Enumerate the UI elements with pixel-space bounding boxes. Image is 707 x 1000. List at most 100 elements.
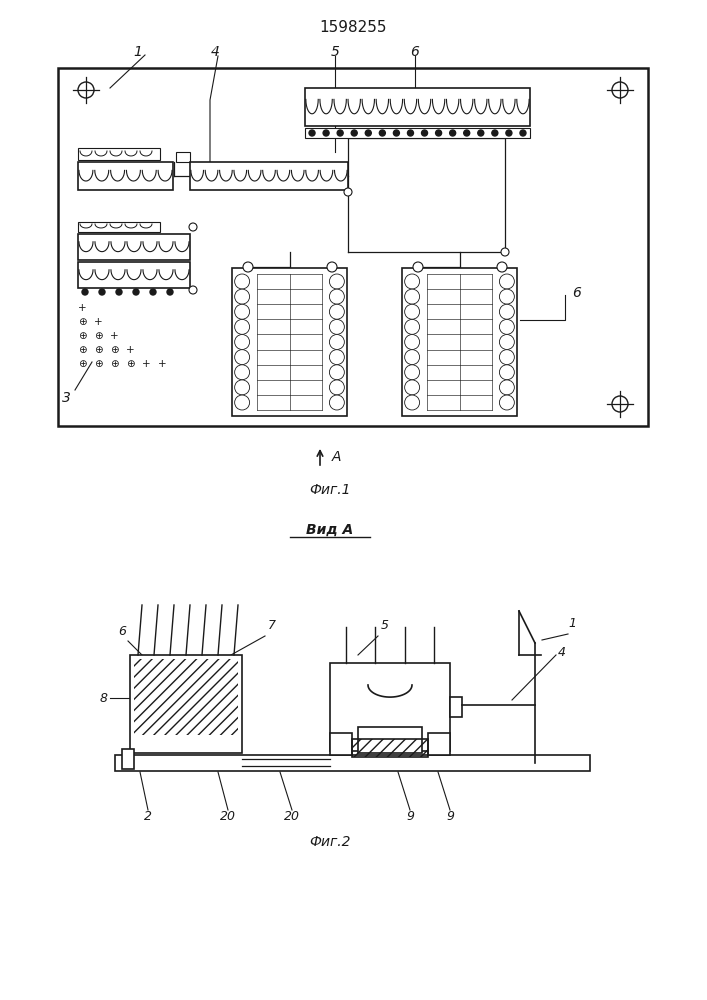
Circle shape xyxy=(235,304,250,319)
Text: 8: 8 xyxy=(100,692,108,704)
Text: Фиг.2: Фиг.2 xyxy=(309,835,351,849)
Circle shape xyxy=(323,130,329,136)
Circle shape xyxy=(235,365,250,380)
Circle shape xyxy=(344,188,352,196)
Text: 1: 1 xyxy=(134,45,142,59)
Bar xyxy=(190,162,348,190)
Text: +: + xyxy=(141,359,151,369)
Bar xyxy=(330,733,352,755)
Text: 5: 5 xyxy=(331,45,339,59)
Circle shape xyxy=(329,319,344,334)
Text: 1598255: 1598255 xyxy=(320,20,387,35)
Circle shape xyxy=(612,82,628,98)
Text: 6: 6 xyxy=(572,286,581,300)
Circle shape xyxy=(520,130,526,136)
Bar xyxy=(352,739,428,757)
Text: А: А xyxy=(332,450,341,464)
Circle shape xyxy=(167,289,173,295)
Text: ⊕: ⊕ xyxy=(78,345,86,355)
Text: 20: 20 xyxy=(220,810,236,823)
Circle shape xyxy=(366,130,371,136)
Circle shape xyxy=(499,335,515,349)
Text: +: + xyxy=(126,345,134,355)
Circle shape xyxy=(235,335,250,349)
Circle shape xyxy=(499,365,515,380)
Circle shape xyxy=(329,395,344,410)
Text: +: + xyxy=(110,331,118,341)
Circle shape xyxy=(329,274,344,289)
Bar xyxy=(130,655,242,753)
Circle shape xyxy=(329,335,344,349)
Text: +: + xyxy=(158,359,166,369)
Circle shape xyxy=(499,274,515,289)
Text: Фиг.1: Фиг.1 xyxy=(309,483,351,497)
Text: 4: 4 xyxy=(211,45,219,59)
Text: 9: 9 xyxy=(446,810,454,823)
Bar xyxy=(58,68,648,426)
Text: ⊕: ⊕ xyxy=(78,317,86,327)
Circle shape xyxy=(499,289,515,304)
Bar xyxy=(305,128,530,138)
Circle shape xyxy=(464,130,469,136)
Circle shape xyxy=(404,365,419,380)
Text: 4: 4 xyxy=(558,646,566,658)
Text: ⊕: ⊕ xyxy=(110,359,118,369)
Circle shape xyxy=(404,380,419,395)
Circle shape xyxy=(478,130,484,136)
Text: +: + xyxy=(78,303,86,313)
Bar xyxy=(450,697,462,717)
Circle shape xyxy=(380,130,385,136)
Circle shape xyxy=(309,130,315,136)
Bar xyxy=(402,268,517,416)
Text: ⊕: ⊕ xyxy=(126,359,134,369)
Bar xyxy=(134,659,238,735)
Circle shape xyxy=(235,274,250,289)
Circle shape xyxy=(450,130,455,136)
Text: 20: 20 xyxy=(284,810,300,823)
Text: +: + xyxy=(94,317,103,327)
Text: ⊕: ⊕ xyxy=(78,331,86,341)
Text: 3: 3 xyxy=(62,391,71,405)
Circle shape xyxy=(499,380,515,395)
Circle shape xyxy=(404,274,419,289)
Text: ⊕: ⊕ xyxy=(110,345,118,355)
Bar xyxy=(358,727,422,753)
Circle shape xyxy=(407,130,414,136)
Circle shape xyxy=(235,350,250,365)
Bar xyxy=(78,222,160,232)
Circle shape xyxy=(506,130,512,136)
Circle shape xyxy=(243,262,253,272)
Text: 7: 7 xyxy=(268,619,276,632)
Text: 6: 6 xyxy=(411,45,419,59)
Circle shape xyxy=(329,365,344,380)
Text: 1: 1 xyxy=(568,617,576,630)
Bar xyxy=(78,234,190,260)
Circle shape xyxy=(351,130,357,136)
Circle shape xyxy=(612,396,628,412)
Circle shape xyxy=(78,82,94,98)
Circle shape xyxy=(329,289,344,304)
Circle shape xyxy=(404,350,419,365)
Circle shape xyxy=(329,380,344,395)
Circle shape xyxy=(327,262,337,272)
Bar xyxy=(122,749,134,769)
Bar xyxy=(176,152,190,162)
Circle shape xyxy=(413,262,423,272)
Circle shape xyxy=(235,395,250,410)
Circle shape xyxy=(235,319,250,334)
Bar xyxy=(78,148,160,160)
Circle shape xyxy=(189,223,197,231)
Circle shape xyxy=(404,304,419,319)
Circle shape xyxy=(235,289,250,304)
Circle shape xyxy=(492,130,498,136)
Text: 6: 6 xyxy=(118,625,126,638)
Circle shape xyxy=(99,289,105,295)
Circle shape xyxy=(436,130,442,136)
Circle shape xyxy=(404,335,419,349)
Circle shape xyxy=(421,130,428,136)
Circle shape xyxy=(133,289,139,295)
Text: ⊕: ⊕ xyxy=(93,331,103,341)
Circle shape xyxy=(150,289,156,295)
Circle shape xyxy=(337,130,343,136)
Circle shape xyxy=(404,319,419,334)
